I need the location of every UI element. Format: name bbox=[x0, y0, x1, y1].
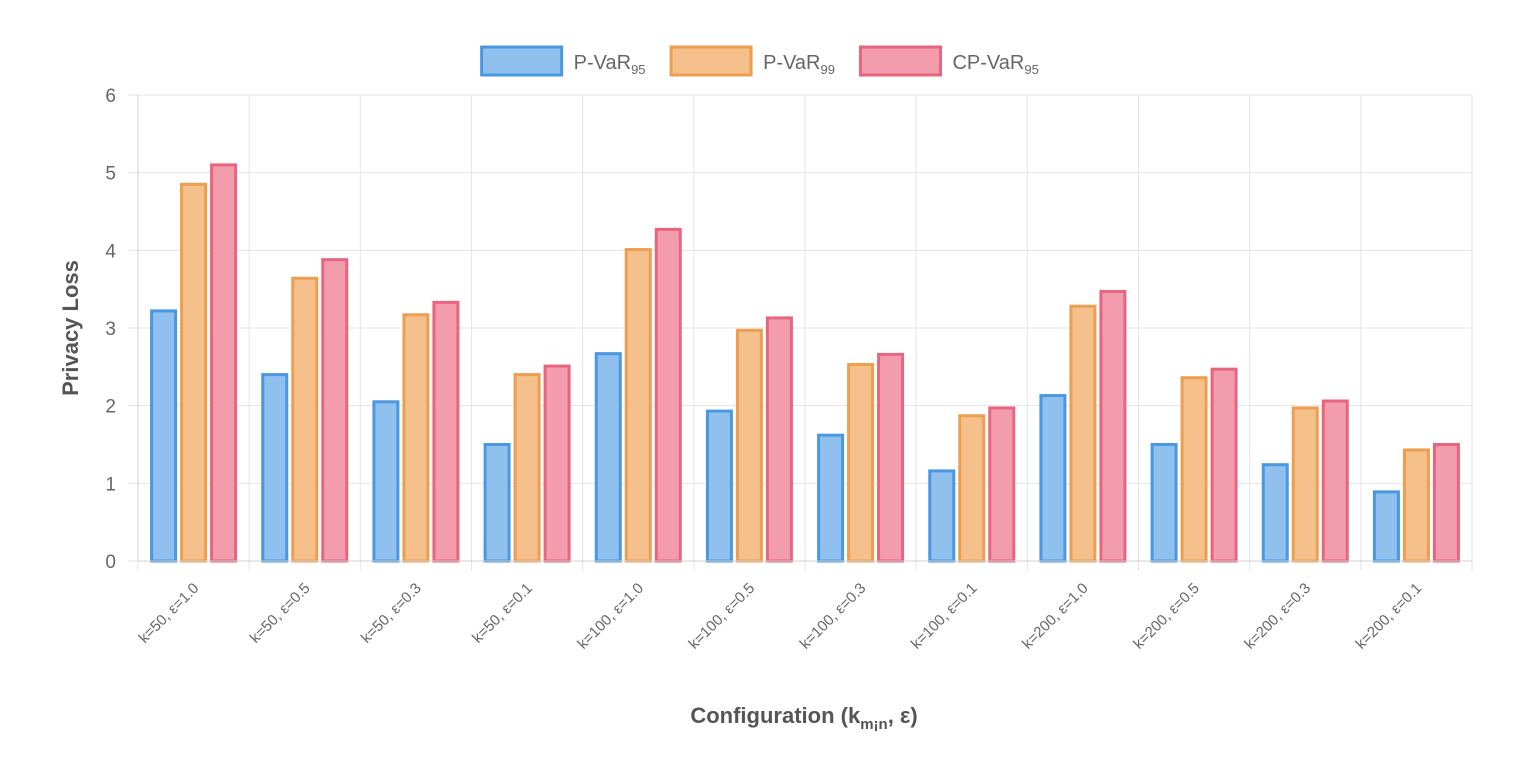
bar-3-7[interactable] bbox=[877, 352, 905, 563]
x-tick-label: k=200, ε=0.1 bbox=[1352, 580, 1425, 653]
legend-label: CP-VaR95 bbox=[952, 52, 1038, 77]
bar-3-6[interactable] bbox=[765, 316, 793, 563]
bars bbox=[150, 163, 1460, 563]
x-tick-label: k=100, ε=0.3 bbox=[797, 580, 870, 653]
x-tick-label: k=200, ε=0.3 bbox=[1241, 580, 1314, 653]
bar-1-3[interactable] bbox=[372, 400, 400, 563]
legend-swatch bbox=[669, 45, 753, 77]
bar-3-5[interactable] bbox=[654, 227, 682, 563]
bar-1-7[interactable] bbox=[817, 433, 845, 563]
bar-2-1[interactable] bbox=[180, 182, 208, 563]
legend-item-1[interactable]: P-VaR95 bbox=[480, 45, 646, 77]
bar-2-4[interactable] bbox=[513, 373, 541, 563]
bar-2-9[interactable] bbox=[1069, 304, 1097, 563]
bar-2-12[interactable] bbox=[1402, 448, 1430, 563]
x-tick-label: k=50, ε=1.0 bbox=[136, 580, 203, 647]
bar-2-7[interactable] bbox=[847, 363, 875, 563]
y-tick-label: 4 bbox=[105, 241, 116, 262]
legend-item-3[interactable]: CP-VaR95 bbox=[858, 45, 1039, 77]
x-tick-label: k=100, ε=1.0 bbox=[574, 580, 647, 653]
x-tick-label: k=100, ε=0.1 bbox=[908, 580, 981, 653]
y-axis-title: Privacy Loss bbox=[58, 260, 83, 396]
x-axis-title: Configuration (km¡n, ε) bbox=[690, 703, 917, 733]
legend-swatch bbox=[480, 45, 564, 77]
bar-2-10[interactable] bbox=[1180, 376, 1208, 563]
x-axis-title-tail: , ε) bbox=[888, 703, 918, 728]
x-tick-label: k=50, ε=0.3 bbox=[358, 580, 425, 647]
legend-swatch bbox=[858, 45, 942, 77]
bar-1-1[interactable] bbox=[150, 309, 178, 563]
bar-2-11[interactable] bbox=[1291, 406, 1319, 563]
y-tick-label: 0 bbox=[105, 552, 116, 573]
bar-2-3[interactable] bbox=[402, 313, 430, 563]
bar-1-2[interactable] bbox=[261, 373, 289, 563]
legend[interactable]: P-VaR95 P-VaR99 CP-VaR95 bbox=[480, 45, 1039, 77]
bar-2-8[interactable] bbox=[958, 414, 986, 563]
y-tick-label: 6 bbox=[105, 86, 116, 107]
bar-3-9[interactable] bbox=[1099, 289, 1127, 563]
x-axis-title-subscript: m¡n bbox=[860, 716, 888, 733]
y-tick-label: 2 bbox=[105, 397, 116, 418]
y-tick-label: 5 bbox=[105, 164, 116, 185]
legend-label: P-VaR95 bbox=[574, 52, 646, 77]
x-tick-label: k=50, ε=0.5 bbox=[247, 580, 314, 647]
x-tick-label: k=200, ε=0.5 bbox=[1130, 580, 1203, 653]
bar-3-2[interactable] bbox=[321, 258, 349, 563]
bar-1-11[interactable] bbox=[1261, 463, 1289, 563]
bar-3-12[interactable] bbox=[1432, 443, 1460, 563]
bar-3-3[interactable] bbox=[432, 300, 460, 563]
bar-1-6[interactable] bbox=[705, 409, 733, 563]
bar-1-10[interactable] bbox=[1150, 443, 1178, 563]
bar-1-12[interactable] bbox=[1372, 490, 1400, 563]
y-tick-label: 3 bbox=[105, 319, 116, 340]
bar-3-8[interactable] bbox=[988, 406, 1016, 563]
bar-1-4[interactable] bbox=[483, 443, 511, 563]
x-tick-label: k=200, ε=1.0 bbox=[1019, 580, 1092, 653]
bar-1-5[interactable] bbox=[594, 352, 622, 563]
legend-item-2[interactable]: P-VaR99 bbox=[669, 45, 835, 77]
x-tick-label: k=50, ε=0.1 bbox=[469, 580, 536, 647]
bar-3-11[interactable] bbox=[1321, 399, 1349, 563]
bar-2-5[interactable] bbox=[624, 248, 652, 563]
bar-3-10[interactable] bbox=[1210, 367, 1238, 563]
bar-2-2[interactable] bbox=[291, 276, 319, 563]
legend-label: P-VaR99 bbox=[763, 52, 835, 77]
x-axis-title-main: Configuration (k bbox=[690, 703, 861, 728]
bar-3-1[interactable] bbox=[210, 163, 238, 563]
bar-2-6[interactable] bbox=[735, 328, 763, 563]
bar-1-8[interactable] bbox=[928, 469, 956, 563]
y-tick-label: 1 bbox=[105, 474, 116, 495]
bar-3-4[interactable] bbox=[543, 364, 571, 563]
bar-1-9[interactable] bbox=[1039, 394, 1067, 563]
grid bbox=[137, 94, 1473, 562]
x-tick-label: k=100, ε=0.5 bbox=[685, 580, 758, 653]
